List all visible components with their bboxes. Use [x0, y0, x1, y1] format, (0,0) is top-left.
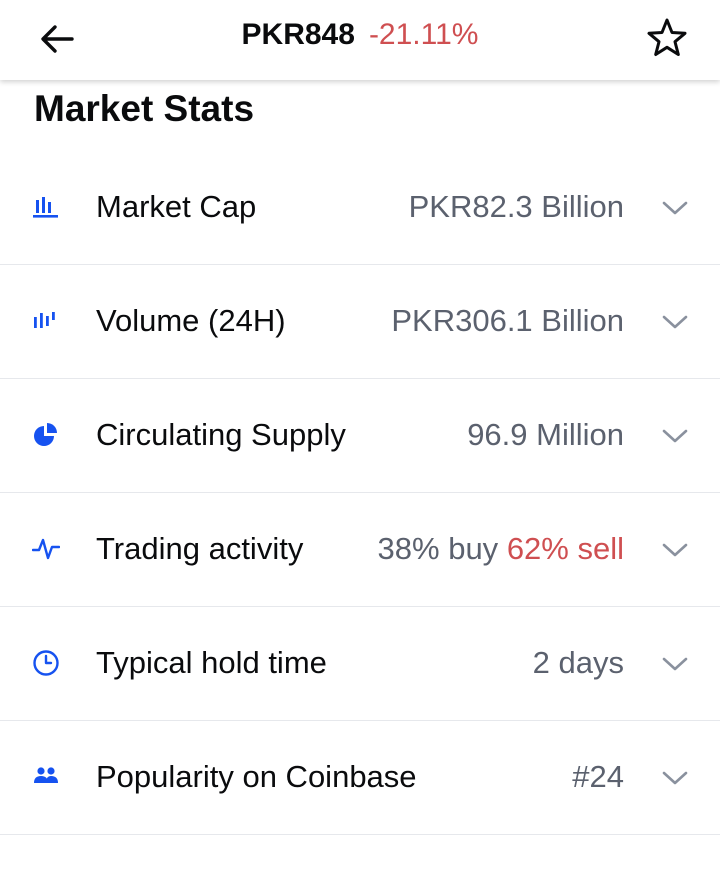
stat-row-circulating-supply[interactable]: Circulating Supply 96.9 Million [0, 379, 720, 493]
top-bar: PKR848 -21.11% [0, 0, 720, 80]
stat-label: Circulating Supply [96, 417, 346, 452]
bar-chart-icon [32, 193, 60, 221]
market-stats-list: Market Cap PKR82.3 Billion Volume (24H) … [0, 151, 720, 835]
star-outline-icon [647, 18, 687, 56]
stat-row-popularity[interactable]: Popularity on Coinbase #24 [0, 721, 720, 835]
trading-activity-value: 38% buy 62% sell [378, 531, 624, 567]
sell-percentage: 62% sell [506, 531, 624, 566]
back-button[interactable] [34, 16, 80, 62]
stat-row-volume[interactable]: Volume (24H) PKR306.1 Billion [0, 265, 720, 379]
asset-price: PKR848 [241, 18, 355, 51]
arrow-left-icon [41, 25, 74, 53]
activity-icon [32, 535, 60, 563]
stat-value: 96.9 Million [467, 417, 624, 452]
pie-chart-icon [32, 421, 60, 449]
chevron-down-icon[interactable] [660, 307, 690, 337]
watchlist-button[interactable] [644, 14, 690, 60]
chevron-down-icon[interactable] [660, 193, 690, 223]
stat-label: Volume (24H) [96, 303, 286, 338]
stat-row-trading-activity[interactable]: Trading activity 38% buy 62% sell [0, 493, 720, 607]
clock-icon [32, 649, 60, 677]
stat-label: Typical hold time [96, 645, 327, 680]
stat-value: 2 days [532, 645, 624, 680]
stat-label: Market Cap [96, 189, 257, 224]
market-stats-title: Market Stats [34, 88, 255, 129]
chevron-down-icon[interactable] [660, 421, 690, 451]
buy-percentage: 38% buy [377, 531, 499, 566]
chevron-down-icon[interactable] [660, 649, 690, 679]
price-change: -21.11% [368, 18, 479, 51]
people-icon [32, 763, 60, 791]
stat-row-market-cap[interactable]: Market Cap PKR82.3 Billion [0, 151, 720, 265]
stat-value: #24 [572, 759, 624, 794]
stat-label: Trading activity [96, 531, 304, 566]
volume-bars-icon [32, 307, 60, 335]
chevron-down-icon[interactable] [660, 535, 690, 565]
asset-title: PKR848 -21.11% [0, 18, 720, 52]
chevron-down-icon[interactable] [660, 763, 690, 793]
stat-value: PKR82.3 Billion [408, 189, 624, 224]
stat-label: Popularity on Coinbase [96, 759, 417, 794]
stat-row-hold-time[interactable]: Typical hold time 2 days [0, 607, 720, 721]
stat-value: PKR306.1 Billion [391, 303, 624, 338]
